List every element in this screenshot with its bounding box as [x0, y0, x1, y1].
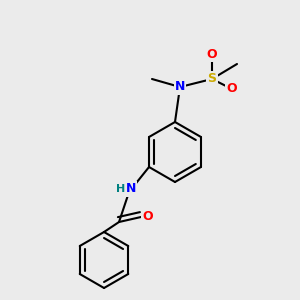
Text: H: H [116, 184, 126, 194]
Text: O: O [143, 211, 153, 224]
Text: N: N [126, 182, 136, 196]
Text: S: S [208, 73, 217, 85]
Text: O: O [207, 47, 217, 61]
Text: O: O [227, 82, 237, 95]
Text: N: N [175, 80, 185, 94]
